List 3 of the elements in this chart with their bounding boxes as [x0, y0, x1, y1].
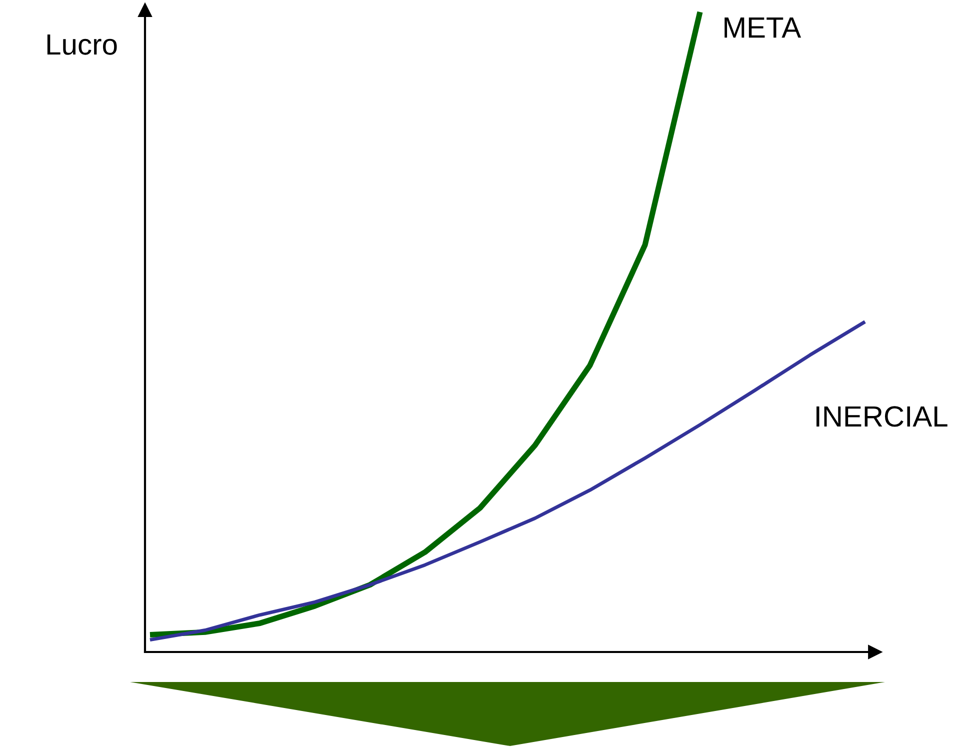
series-label: INERCIAL	[816, 406, 948, 427]
series-label: META	[724, 18, 802, 38]
y-axis-title: Lucro	[47, 34, 117, 55]
